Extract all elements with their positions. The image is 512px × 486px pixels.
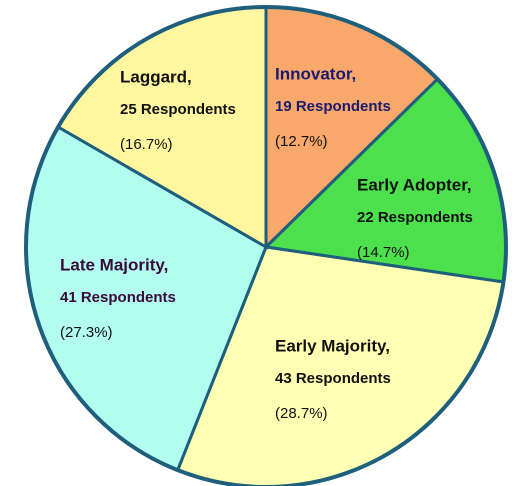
pie-border [24,5,508,486]
slice-percent: (14.7%) [357,244,410,261]
slice-count: 41 Respondents [60,289,176,306]
slice-count: 22 Respondents [357,209,473,226]
slice-name: Early Majority, [275,336,390,355]
slice-percent: (27.3%) [60,324,113,341]
slice-percent: (28.7%) [275,405,328,422]
slice-count: 19 Respondents [275,98,391,115]
slice-percent: (12.7%) [275,133,328,150]
slice-count: 25 Respondents [120,101,236,118]
slice-name: Laggard, [120,67,192,86]
slice-name: Innovator, [275,64,356,83]
slice-name: Early Adopter, [357,175,472,194]
slice-percent: (16.7%) [120,136,173,153]
slice-count: 43 Respondents [275,370,391,387]
slice-name: Late Majority, [60,255,168,274]
